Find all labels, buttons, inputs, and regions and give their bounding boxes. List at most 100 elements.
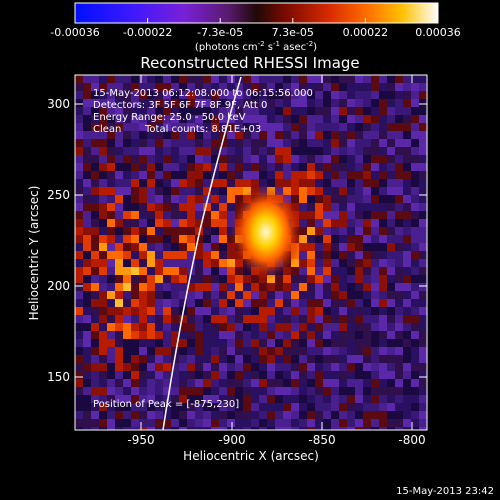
- image-pixel: [363, 131, 371, 139]
- image-pixel: [115, 355, 123, 363]
- image-pixel: [323, 307, 331, 315]
- image-pixel: [419, 355, 427, 363]
- image-pixel: [179, 115, 187, 123]
- image-pixel: [187, 275, 195, 283]
- image-pixel: [259, 331, 267, 339]
- image-pixel: [347, 363, 355, 371]
- image-pixel: [371, 147, 379, 155]
- image-pixel: [363, 331, 371, 339]
- image-pixel: [419, 219, 427, 227]
- image-pixel: [211, 347, 219, 355]
- image-pixel: [155, 123, 163, 131]
- image-pixel: [395, 403, 403, 411]
- image-pixel: [355, 331, 363, 339]
- image-pixel: [347, 139, 355, 147]
- image-pixel: [339, 363, 347, 371]
- image-pixel: [147, 323, 155, 331]
- image-pixel: [379, 323, 387, 331]
- image-pixel: [267, 379, 275, 387]
- image-pixel: [123, 99, 131, 107]
- image-pixel: [227, 75, 235, 83]
- image-pixel: [179, 219, 187, 227]
- image-pixel: [355, 219, 363, 227]
- image-pixel: [91, 155, 99, 163]
- image-pixel: [107, 147, 115, 155]
- image-pixel: [347, 259, 355, 267]
- image-pixel: [307, 179, 315, 187]
- image-pixel: [203, 307, 211, 315]
- image-pixel: [299, 203, 307, 211]
- image-pixel: [307, 387, 315, 395]
- image-pixel: [395, 355, 403, 363]
- image-pixel: [307, 299, 315, 307]
- image-pixel: [267, 315, 275, 323]
- image-pixel: [83, 171, 91, 179]
- image-pixel: [331, 251, 339, 259]
- image-pixel: [227, 115, 235, 123]
- image-pixel: [387, 99, 395, 107]
- image-pixel: [115, 371, 123, 379]
- x-tick-label: -850: [308, 433, 335, 447]
- image-pixel: [379, 339, 387, 347]
- image-pixel: [411, 75, 419, 83]
- image-pixel: [195, 259, 203, 267]
- image-pixel: [379, 275, 387, 283]
- image-pixel: [307, 363, 315, 371]
- image-pixel: [259, 427, 267, 430]
- image-pixel: [275, 83, 283, 91]
- image-pixel: [411, 259, 419, 267]
- image-pixel: [363, 387, 371, 395]
- image-pixel: [395, 227, 403, 235]
- x-tick-label: -800: [398, 433, 425, 447]
- image-pixel: [387, 395, 395, 403]
- image-pixel: [251, 283, 259, 291]
- image-pixel: [243, 283, 251, 291]
- image-pixel: [379, 139, 387, 147]
- image-pixel: [155, 411, 163, 419]
- image-pixel: [123, 107, 131, 115]
- image-pixel: [123, 243, 131, 251]
- image-pixel: [219, 235, 227, 243]
- image-pixel: [203, 419, 211, 427]
- image-pixel: [179, 227, 187, 235]
- image-pixel: [203, 219, 211, 227]
- image-pixel: [299, 267, 307, 275]
- image-pixel: [331, 379, 339, 387]
- image-pixel: [179, 419, 187, 427]
- image-pixel: [147, 243, 155, 251]
- image-pixel: [339, 219, 347, 227]
- image-pixel: [219, 219, 227, 227]
- image-pixel: [83, 299, 91, 307]
- image-pixel: [211, 379, 219, 387]
- image-pixel: [139, 115, 147, 123]
- image-pixel: [235, 395, 243, 403]
- image-pixel: [243, 115, 251, 123]
- image-pixel: [131, 291, 139, 299]
- image-pixel: [163, 227, 171, 235]
- image-pixel: [371, 395, 379, 403]
- image-pixel: [211, 251, 219, 259]
- image-pixel: [387, 267, 395, 275]
- image-pixel: [363, 427, 371, 430]
- x-tick-label: -950: [127, 433, 154, 447]
- image-pixel: [155, 347, 163, 355]
- image-pixel: [299, 299, 307, 307]
- image-pixel: [379, 219, 387, 227]
- image-pixel: [379, 203, 387, 211]
- image-pixel: [259, 171, 267, 179]
- image-pixel: [331, 411, 339, 419]
- image-pixel: [403, 379, 411, 387]
- image-pixel: [171, 379, 179, 387]
- image-pixel: [211, 419, 219, 427]
- image-pixel: [283, 171, 291, 179]
- image-pixel: [179, 291, 187, 299]
- image-pixel: [163, 107, 171, 115]
- image-pixel: [347, 427, 355, 430]
- image-pixel: [259, 179, 267, 187]
- image-pixel: [107, 171, 115, 179]
- image-pixel: [123, 387, 131, 395]
- image-pixel: [315, 411, 323, 419]
- image-pixel: [187, 179, 195, 187]
- image-pixel: [275, 339, 283, 347]
- image-pixel: [235, 107, 243, 115]
